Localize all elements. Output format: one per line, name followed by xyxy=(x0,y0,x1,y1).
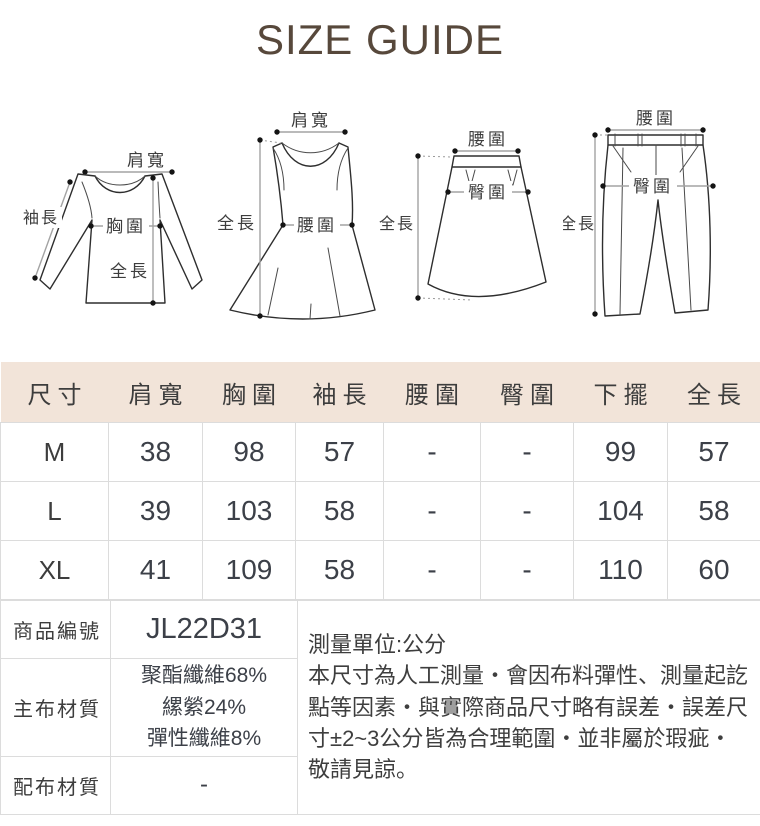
label-total-length: 全長 xyxy=(110,262,150,281)
cell-value: 41 xyxy=(108,540,203,600)
cell-value: 103 xyxy=(202,481,296,541)
label-waist: 腰圍 xyxy=(468,130,508,149)
col-header-hip: 臀圍 xyxy=(480,362,574,423)
cell-value: - xyxy=(383,540,481,600)
cell-value: 57 xyxy=(295,422,384,482)
cell-value: 39 xyxy=(108,481,203,541)
product-no-row: 商品編號 JL22D31 測量單位:公分 本尺寸為人工測量・會因布料彈性、測量起… xyxy=(0,600,760,815)
trim-fabric-label: 配布材質 xyxy=(0,755,111,815)
size-row-l: L 39 103 58 - - 104 58 xyxy=(0,481,760,541)
size-row-xl: XL 41 109 58 - - 110 60 xyxy=(0,540,760,600)
longsleeve-top-diagram-image: 肩寬 袖長 胸圍 全長 xyxy=(20,151,203,306)
col-header-hem: 下擺 xyxy=(573,362,668,423)
cell-value: 58 xyxy=(295,481,384,541)
cell-value: 38 xyxy=(108,422,203,482)
garment-diagrams: 肩寬 袖長 胸圍 全長 肩寬 xyxy=(0,88,760,348)
measurement-unit: 測量單位:公分 xyxy=(308,631,447,657)
main-fabric-label: 主布材質 xyxy=(0,658,111,757)
col-header-chest: 胸圍 xyxy=(202,362,296,423)
main-fabric-value: 聚酯纖維68% 縲縈24% 彈性纖維8% xyxy=(110,658,298,757)
cell-value: 60 xyxy=(667,540,760,600)
size-table-header-row: 尺寸 肩寬 胸圍 袖長 腰圍 臀圍 下擺 全長 xyxy=(0,362,760,423)
skirt-diagram-image: 腰圍 臀圍 全長 xyxy=(378,130,547,301)
product-info-table: 商品編號 JL22D31 測量單位:公分 本尺寸為人工測量・會因布料彈性、測量起… xyxy=(0,600,760,815)
cell-value: - xyxy=(383,481,481,541)
label-total-length: 全長 xyxy=(379,215,415,233)
product-no-value: JL22D31 xyxy=(110,600,298,659)
cell-value: 110 xyxy=(573,540,668,600)
label-waist: 腰圍 xyxy=(636,109,676,128)
size-name: XL xyxy=(0,540,109,600)
label-hip: 臀圍 xyxy=(468,183,508,202)
trim-fabric-value: - xyxy=(110,755,298,815)
label-total-length: 全長 xyxy=(217,214,257,233)
col-header-length: 全長 xyxy=(667,362,760,423)
cell-value: 104 xyxy=(573,481,668,541)
label-sleeve-length: 袖長 xyxy=(23,209,59,227)
cell-value: 109 xyxy=(202,540,296,600)
pants-diagram-image: 腰圍 臀圍 全長 xyxy=(563,109,716,317)
product-no-label: 商品編號 xyxy=(0,600,111,659)
label-shoulder-width: 肩寬 xyxy=(127,151,167,170)
col-header-waist: 腰圍 xyxy=(383,362,481,423)
dress-diagram-image: 肩寬 全長 腰圍 xyxy=(217,111,376,320)
cell-value: - xyxy=(480,422,574,482)
cell-value: 57 xyxy=(667,422,760,482)
cell-value: 58 xyxy=(667,481,760,541)
measurement-note: 測量單位:公分 本尺寸為人工測量・會因布料彈性、測量起訖點等因素・與實際商品尺寸… xyxy=(297,600,760,815)
size-row-m: M 38 98 57 - - 99 57 xyxy=(0,422,760,482)
cell-value: - xyxy=(383,422,481,482)
cell-value: - xyxy=(480,540,574,600)
main-fabric-row: 主布材質 聚酯纖維68% 縲縈24% 彈性纖維8% xyxy=(0,658,760,757)
label-chest: 胸圍 xyxy=(106,217,146,236)
col-header-size: 尺寸 xyxy=(0,362,109,423)
col-header-shoulder: 肩寬 xyxy=(108,362,203,423)
size-table: 尺寸 肩寬 胸圍 袖長 腰圍 臀圍 下擺 全長 M 38 98 57 - - 9… xyxy=(0,362,760,600)
col-header-sleeve: 袖長 xyxy=(295,362,384,423)
size-name: M xyxy=(0,422,109,482)
measurement-disclaimer: 本尺寸為人工測量・會因布料彈性、測量起訖點等因素・與實際商品尺寸略有誤差・誤差尺… xyxy=(308,663,749,783)
label-waist: 腰圍 xyxy=(297,216,337,235)
trim-fabric-row: 配布材質 - xyxy=(0,755,760,815)
cell-value: - xyxy=(480,481,574,541)
label-total-length: 全長 xyxy=(563,215,596,233)
label-hip: 臀圍 xyxy=(633,177,673,196)
cell-value: 99 xyxy=(573,422,668,482)
cell-value: 58 xyxy=(295,540,384,600)
size-name: L xyxy=(0,481,109,541)
page-title: SIZE GUIDE xyxy=(255,16,505,63)
label-shoulder-width: 肩寬 xyxy=(291,111,331,130)
cell-value: 98 xyxy=(202,422,296,482)
